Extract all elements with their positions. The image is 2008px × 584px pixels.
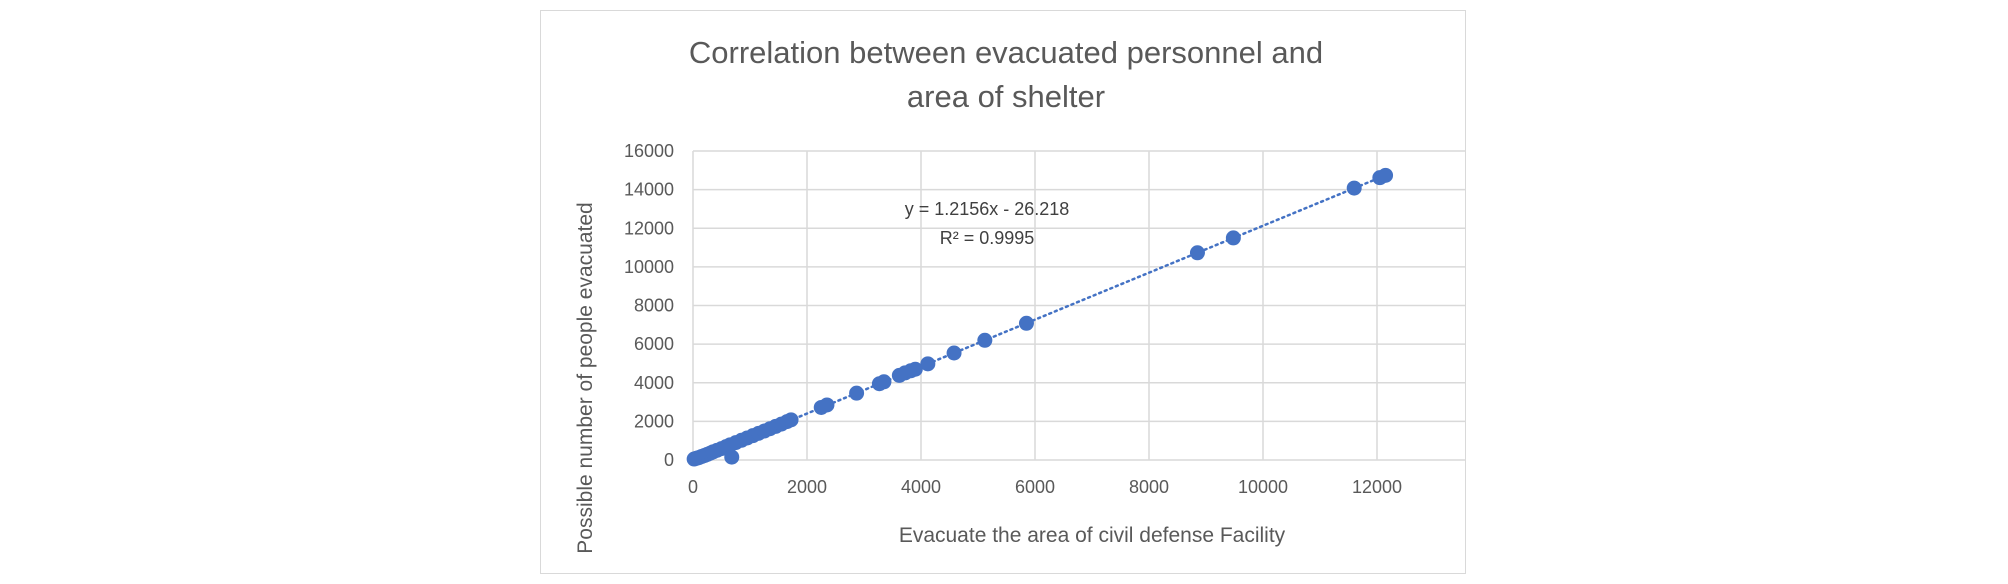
y-tick-label: 14000 xyxy=(624,180,674,200)
trendline-equation: y = 1.2156x - 26.218 xyxy=(905,199,1070,219)
data-point xyxy=(977,332,993,348)
chart-title-line-2: area of shelter xyxy=(907,79,1105,114)
data-point xyxy=(849,385,865,401)
data-point xyxy=(907,361,923,377)
data-point xyxy=(1189,245,1205,261)
data-point xyxy=(724,449,740,465)
data-point xyxy=(819,397,835,413)
y-tick-label: 0 xyxy=(664,450,674,470)
y-tick-label: 12000 xyxy=(624,218,674,238)
data-point xyxy=(946,345,962,361)
y-axis-label: Possible number of people evacuated xyxy=(574,202,597,553)
x-tick-label: 12000 xyxy=(1352,477,1402,497)
y-tick-label: 6000 xyxy=(634,334,674,354)
y-tick-label: 4000 xyxy=(634,373,674,393)
data-point xyxy=(1018,315,1034,331)
tick-labels: 0 2000 4000 6000 8000 10000 12000 14000 0 2000 400… xyxy=(624,141,1402,497)
data-points xyxy=(686,167,1394,467)
chart-title-line-1: Correlation between evacuated personnel … xyxy=(689,35,1323,70)
y-tick-label: 10000 xyxy=(624,257,674,277)
data-point xyxy=(920,356,936,372)
data-point xyxy=(1346,180,1362,196)
x-tick-label: 10000 xyxy=(1238,477,1288,497)
x-axis-label: Evacuate the area of civil defense Facil… xyxy=(899,524,1286,547)
data-point xyxy=(876,374,892,390)
scatter-chart: 0 2000 4000 6000 8000 10000 12000 14000 0 2000 400… xyxy=(574,35,1465,554)
y-tick-label: 8000 xyxy=(634,296,674,316)
chart-frame: 0 2000 4000 6000 8000 10000 12000 14000 0 2000 400… xyxy=(540,10,1466,574)
x-tick-label: 6000 xyxy=(1015,477,1055,497)
trendline xyxy=(692,174,1387,462)
y-tick-label: 2000 xyxy=(634,411,674,431)
r-squared-label: R² = 0.9995 xyxy=(940,228,1035,248)
x-tick-label: 4000 xyxy=(901,477,941,497)
data-point xyxy=(1225,230,1241,246)
grid xyxy=(692,150,1465,461)
trendline-group xyxy=(692,174,1387,462)
data-point xyxy=(1378,167,1394,183)
y-tick-label: 16000 xyxy=(624,141,674,161)
data-point xyxy=(783,412,799,428)
x-tick-label: 0 xyxy=(688,477,698,497)
x-tick-label: 2000 xyxy=(787,477,827,497)
x-tick-label: 8000 xyxy=(1129,477,1169,497)
